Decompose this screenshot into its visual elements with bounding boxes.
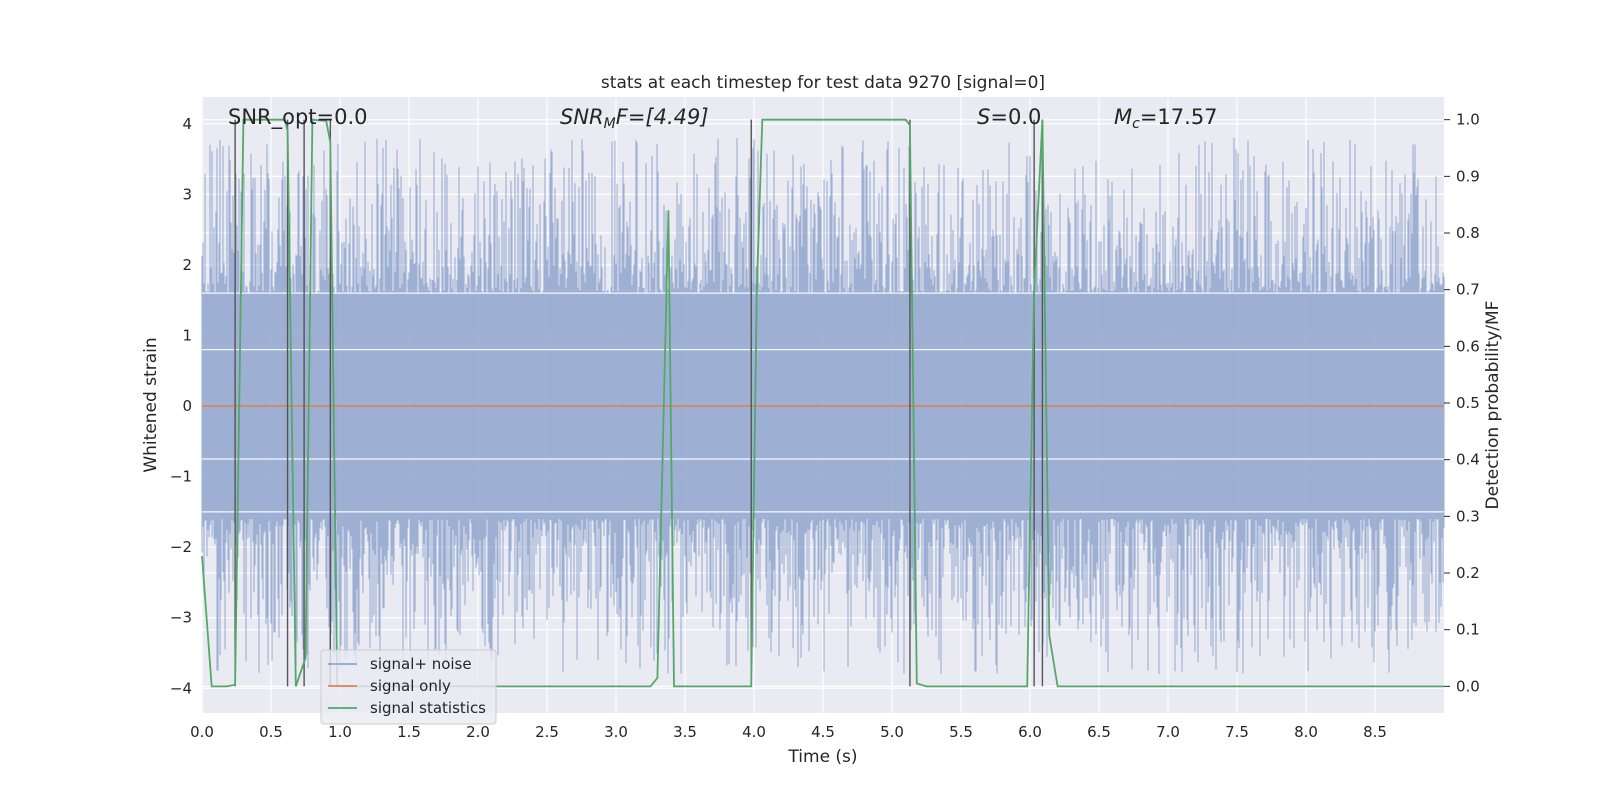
x-tick-label: 2.5 — [535, 723, 559, 741]
event-markers — [234, 119, 1044, 687]
series-signal-noise — [201, 138, 1445, 675]
x-tick-label: 6.0 — [1018, 723, 1042, 741]
y2-tick-label: 0.3 — [1456, 507, 1480, 525]
legend-label-statistics: signal statistics — [370, 699, 486, 717]
x-tick-label: 1.0 — [328, 723, 352, 741]
y-tick-label: 2 — [182, 256, 192, 274]
x-tick-label: 4.5 — [811, 723, 835, 741]
x-tick-label: 1.5 — [397, 723, 421, 741]
y-tick-label: 0 — [182, 397, 192, 415]
x-tick-label: 6.5 — [1087, 723, 1111, 741]
legend-label-noise: signal+ noise — [370, 655, 472, 673]
y2-tick-label: 0.9 — [1456, 167, 1480, 185]
y-tick-label: 3 — [182, 185, 192, 203]
y2-tick-label: 1.0 — [1456, 111, 1480, 129]
x-tick-label: 5.5 — [949, 723, 973, 741]
y2-tick-label: 0.0 — [1456, 677, 1480, 695]
y-tick-label: −4 — [170, 679, 192, 697]
x-tick-label: 3.0 — [604, 723, 628, 741]
noise-trace — [201, 138, 1445, 675]
y2-tick-label: 0.2 — [1456, 564, 1480, 582]
y2-tick-label: 0.1 — [1456, 621, 1480, 639]
y2-axis-label: Detection probability/MF — [1483, 301, 1503, 510]
y-tick-label: −3 — [170, 609, 192, 627]
y-tick-label: −1 — [170, 468, 192, 486]
y2-tick-label: 0.8 — [1456, 224, 1480, 242]
annotation-s: S=0.0 — [977, 105, 1041, 129]
annotations: SNR_opt=0.0 SNRMF=[4.49] S=0.0 Mc=17.57 — [228, 105, 1218, 132]
legend-label-signal: signal only — [370, 677, 451, 695]
y2-tick-label: 0.7 — [1456, 281, 1480, 299]
y2-tick-label: 0.5 — [1456, 394, 1480, 412]
x-tick-label: 8.0 — [1294, 723, 1318, 741]
x-tick-label: 4.0 — [742, 723, 766, 741]
legend-box — [320, 649, 497, 725]
tick-labels: 0.0 0.5 1.0 1.5 2.0 2.5 3.0 3.5 4.0 4.5 5.0 5.5 6.0 6… — [170, 111, 1480, 741]
x-tick-label: 2.0 — [466, 723, 490, 741]
y-tick-label: −2 — [170, 538, 192, 556]
x-tick-label: 3.5 — [673, 723, 697, 741]
x-tick-label: 5.0 — [880, 723, 904, 741]
x-tick-label: 7.5 — [1225, 723, 1249, 741]
y2-tick-label: 0.6 — [1456, 337, 1480, 355]
signal-statistics-line — [201, 118, 1444, 688]
series-signal-statistics — [201, 118, 1444, 688]
legend: signal+ noise signal only signal statist… — [320, 649, 497, 725]
y-tick-label: 1 — [182, 326, 192, 344]
x-tick-label: 0.5 — [259, 723, 283, 741]
y-tick-label: 4 — [182, 115, 192, 133]
x-tick-label: 8.5 — [1363, 723, 1387, 741]
chart-title: stats at each timestep for test data 927… — [601, 73, 1045, 93]
y2-tick-label: 0.4 — [1456, 451, 1480, 469]
annotation-snr-mf: SNRMF=[4.49] — [560, 105, 709, 132]
x-tick-label: 7.0 — [1156, 723, 1180, 741]
x-tick-label: 0.0 — [190, 723, 214, 741]
x-axis-label: Time (s) — [787, 747, 857, 767]
annotation-mc: Mc=17.57 — [1114, 105, 1218, 132]
y-axis-label: Whitened strain — [141, 337, 161, 472]
annotation-snr-opt: SNR_opt=0.0 — [228, 105, 368, 130]
